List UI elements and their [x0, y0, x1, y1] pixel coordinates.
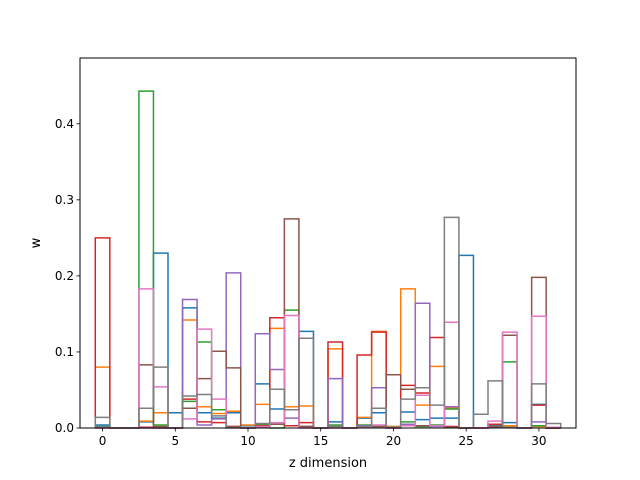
plot-area — [79, 57, 577, 429]
y-axis-ticks: 0.0 0.1 0.2 0.3 0.4 — [55, 117, 80, 435]
x-tick-label: 10 — [240, 434, 255, 448]
x-tick-label: 25 — [459, 434, 474, 448]
y-tick-label: 0.1 — [55, 345, 74, 359]
y-tick-label: 0.0 — [55, 421, 74, 435]
x-axis-label: z dimension — [289, 456, 367, 471]
y-axis-label: w — [29, 237, 44, 248]
y-tick-label: 0.3 — [55, 193, 74, 207]
x-axis-ticks: 0 5 10 15 20 25 30 — [99, 428, 547, 448]
x-tick-label: 20 — [386, 434, 401, 448]
y-tick-label: 0.2 — [55, 269, 74, 283]
x-tick-label: 5 — [171, 434, 179, 448]
x-tick-label: 0 — [99, 434, 107, 448]
y-tick-label: 0.4 — [55, 117, 74, 131]
axes-frame — [79, 57, 577, 429]
x-tick-label: 15 — [313, 434, 328, 448]
x-tick-label: 30 — [531, 434, 546, 448]
